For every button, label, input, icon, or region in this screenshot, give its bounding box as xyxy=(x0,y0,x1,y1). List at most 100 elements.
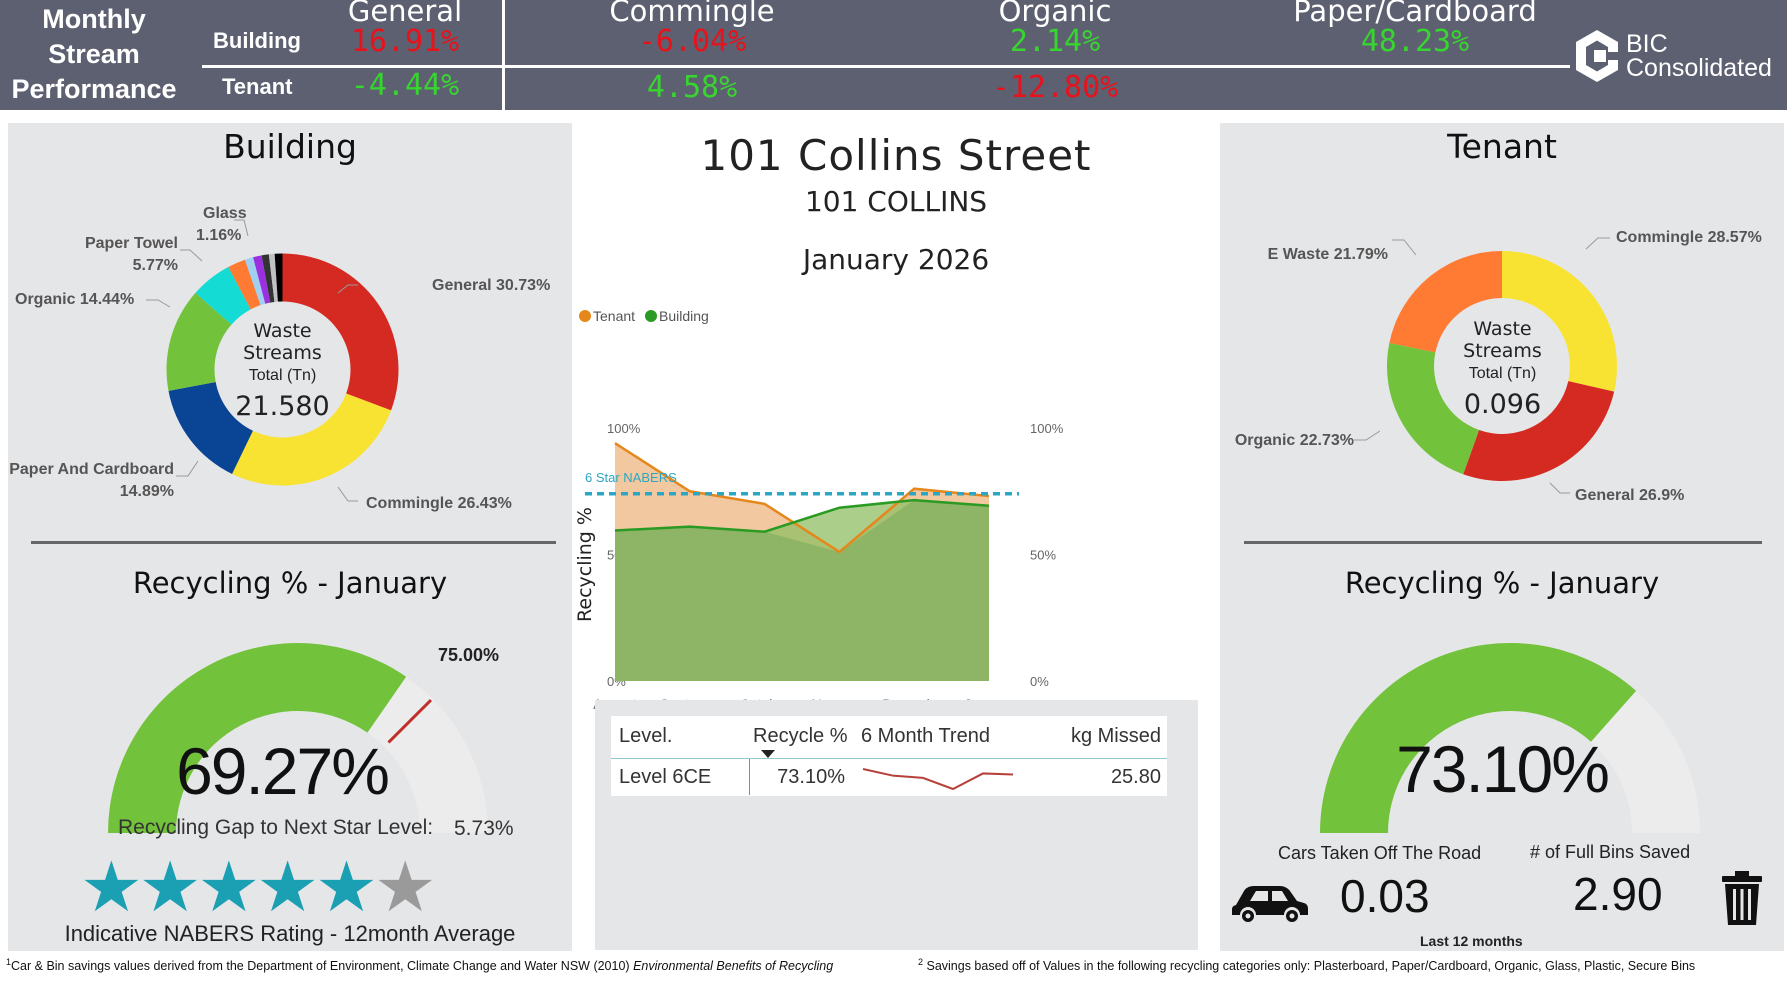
donut-slice-general[interactable] xyxy=(282,253,399,411)
building-donut-chart[interactable] xyxy=(150,237,415,502)
star-filled-icon: ★ xyxy=(138,846,202,928)
footnote-text: Savings based off of Values in the follo… xyxy=(923,959,1696,974)
col-header-kg-missed[interactable]: kg Missed xyxy=(1070,725,1161,747)
tenant-donut-chart[interactable] xyxy=(1372,236,1632,496)
y-axis-title: Recycling % xyxy=(574,507,596,622)
category-organic: Organic xyxy=(998,0,1112,28)
label-commingle: Commingle 26.43% xyxy=(366,495,512,512)
building-recycling-gauge[interactable] xyxy=(88,613,508,843)
col-header-recycle[interactable]: Recycle % xyxy=(753,725,848,747)
overlap-area xyxy=(615,500,989,681)
label-tenant-general: General 26.9% xyxy=(1575,487,1685,504)
label-tenant-organic: Organic 22.73% xyxy=(1234,432,1354,449)
category-commingle: Commingle xyxy=(609,0,775,28)
nabers-star-rating: ★★★★★★ xyxy=(80,852,437,922)
building-paper-value: 48.23% xyxy=(1360,24,1470,59)
footnote-marker: 2 xyxy=(918,957,924,967)
tenant-label-leaders xyxy=(1354,237,1610,494)
section-divider xyxy=(1244,541,1762,544)
donut-slice-other-3[interactable] xyxy=(274,253,283,302)
donut-slice-commingle[interactable] xyxy=(1502,251,1617,392)
tenant-panel: Tenant Waste Streams Total (Tn) 0.096 Co… xyxy=(1220,123,1784,951)
building-line[interactable] xyxy=(614,498,990,533)
building-name-title: 101 Collins Street xyxy=(700,131,1092,180)
table-header-divider xyxy=(611,758,1167,759)
report-period: January 2026 xyxy=(802,243,990,276)
donut-center-label: Waste xyxy=(253,320,312,342)
trash-bin-icon xyxy=(1722,871,1762,925)
tenant-recycling-gauge[interactable] xyxy=(1300,613,1720,843)
label-general: General 30.73% xyxy=(432,277,551,294)
donut-slice-paper-and-cardboard[interactable] xyxy=(168,382,253,474)
star-filled-icon: ★ xyxy=(315,846,378,928)
gauge-fill xyxy=(1320,643,1637,833)
building-donut-center: Waste Streams Total (Tn) 21.580 xyxy=(210,320,355,426)
header-title-line: Monthly xyxy=(42,4,146,34)
legend-building-label: Building xyxy=(659,308,709,324)
footnote-italic: Environmental Benefits of Recycling xyxy=(633,959,834,974)
footnote-text: Car & Bin savings values derived from th… xyxy=(11,959,634,974)
building-label-leaders xyxy=(146,219,358,502)
label-glass: Glass xyxy=(203,205,247,222)
donut-slice-organic[interactable] xyxy=(1387,342,1480,475)
cars-label: Cars Taken Off The Road xyxy=(1278,843,1482,863)
building-general-value: 16.91% xyxy=(350,24,460,59)
building-code: 101 COLLINS xyxy=(804,185,988,218)
donut-slice-general[interactable] xyxy=(1463,381,1615,481)
col-header-level[interactable]: Level. xyxy=(619,725,673,747)
building-organic-value: 2.14% xyxy=(1009,24,1101,59)
trend-sparkline xyxy=(862,768,1014,791)
tenant-total-value: 0.096 xyxy=(1463,389,1542,420)
donut-slice-e-waste[interactable] xyxy=(1389,251,1502,353)
header-title: Monthly Stream Performance xyxy=(6,2,182,107)
logo-text-line: Consolidated xyxy=(1626,54,1772,82)
recycling-trend-chart[interactable]: 0%0%50%50%100%100%6 Star NABERSRecycling… xyxy=(573,323,1219,823)
donut-slice-other-2[interactable] xyxy=(268,253,278,302)
header-bar: Monthly Stream Performance Building Tena… xyxy=(0,0,1787,110)
donut-slice-organic[interactable] xyxy=(166,292,232,391)
building-title: Building xyxy=(223,127,357,166)
cell-level[interactable]: Level 6CE xyxy=(619,766,712,788)
tenant-donut-center: Waste Streams Total (Tn) 0.096 xyxy=(1430,318,1575,424)
donut-slice-other-1[interactable] xyxy=(261,254,275,303)
donut-slice-plastic[interactable] xyxy=(253,255,271,304)
label-paper-cardboard: Paper And Cardboard xyxy=(9,461,174,478)
tenant-gauge-value: 73.10% xyxy=(1396,732,1610,806)
gauge-target-marker xyxy=(387,699,432,744)
footnote-2: 2 Savings based off of Values in the fol… xyxy=(918,957,1695,973)
donut-slice-paper-towel[interactable] xyxy=(195,266,251,325)
tenant-organic-value: -12.80% xyxy=(991,70,1119,105)
legend-tenant[interactable]: Tenant xyxy=(579,308,635,324)
gauge-fill xyxy=(108,643,407,833)
label-glass-pct: 1.16% xyxy=(196,227,242,244)
label-paper-towel: Paper Towel xyxy=(84,235,178,252)
footnote-1: 1Car & Bin savings values derived from t… xyxy=(6,957,833,973)
donut-center-label: Streams xyxy=(1463,340,1542,362)
section-divider xyxy=(31,541,556,544)
nabers-rating-label: Indicative NABERS Rating - 12month Avera… xyxy=(64,921,516,946)
donut-center-label: Total (Tn) xyxy=(1468,365,1537,382)
col-header-trend[interactable]: 6 Month Trend xyxy=(861,725,990,747)
cell-recycle[interactable]: 73.10% xyxy=(777,766,845,788)
row-label-tenant: Tenant xyxy=(222,74,293,99)
donut-slice-glass[interactable] xyxy=(244,257,266,306)
legend-building[interactable]: Building xyxy=(645,308,709,324)
label-tenant-commingle: Commingle 28.57% xyxy=(1616,229,1762,246)
building-gauge-value: 69.27% xyxy=(176,734,390,808)
logo-text: BIC Consolidated xyxy=(1626,30,1772,82)
legend-building-dot xyxy=(645,310,657,322)
star-filled-icon: ★ xyxy=(256,846,319,928)
building-panel: Building Waste Streams Total (Tn) 21.580… xyxy=(8,123,572,951)
building-commingle-value: -6.04% xyxy=(637,24,747,59)
sort-desc-icon[interactable] xyxy=(761,750,775,758)
label-paper-towel-pct: 5.77% xyxy=(132,257,178,274)
sparkline-path xyxy=(862,768,1014,791)
level-table-container: Level. Recycle % 6 Month Trend kg Missed… xyxy=(595,700,1198,950)
donut-slice-e-waste[interactable] xyxy=(228,259,261,310)
donut-center-label: Waste xyxy=(1473,318,1532,340)
logo-text-line: BIC xyxy=(1626,30,1668,58)
bins-value: 2.90 xyxy=(1573,868,1663,920)
tenant-line[interactable] xyxy=(614,442,990,554)
cell-kg-missed[interactable]: 25.80 xyxy=(1110,766,1161,788)
donut-slice-commingle[interactable] xyxy=(232,393,392,486)
